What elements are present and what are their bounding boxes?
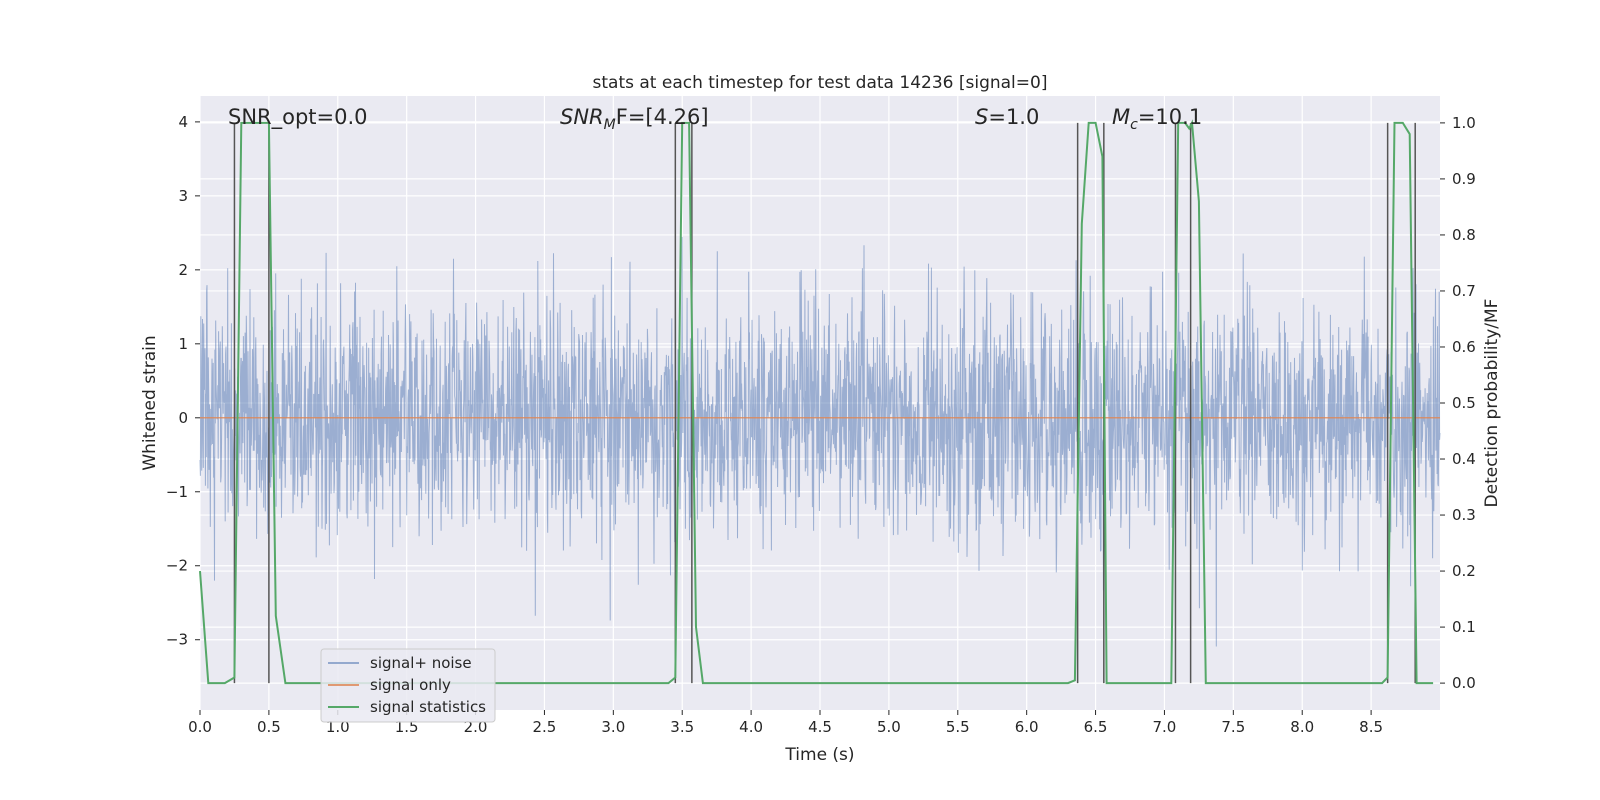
y-tick-label: 2 — [178, 261, 188, 279]
x-tick-label: 2.5 — [533, 718, 557, 736]
y-tick-label: −1 — [166, 483, 188, 501]
x-tick-label: 0.5 — [257, 718, 281, 736]
x-tick-label: 7.5 — [1221, 718, 1245, 736]
x-axis-label: Time (s) — [784, 745, 854, 765]
y2-tick-label: 0.2 — [1452, 562, 1476, 580]
signal-statistics-line — [199, 119, 1434, 685]
legend-label-signal-statistics: signal statistics — [370, 698, 486, 716]
x-tick-label: 5.5 — [946, 718, 970, 736]
y2-tick-label: 0.1 — [1452, 618, 1476, 636]
y2-axis-label: Detection probability/MF — [1482, 299, 1502, 508]
y2-tick-label: 0.8 — [1452, 226, 1476, 244]
y2-tick-label: 0.5 — [1452, 394, 1476, 412]
x-tick-label: 5.0 — [877, 718, 901, 736]
y2-tick-label: 0.6 — [1452, 338, 1476, 356]
y2-tick-label: 0.3 — [1452, 506, 1476, 524]
x-tick-label: 8.5 — [1359, 718, 1383, 736]
annotation-s: S=1.0 — [975, 105, 1039, 129]
legend-box — [320, 648, 496, 723]
legend-label-signal-plus-noise: signal+ noise — [370, 654, 472, 672]
noise-trace — [199, 236, 1441, 647]
annotation-mc: Mc=10.1 — [1112, 105, 1202, 133]
x-tick-label: 4.0 — [739, 718, 763, 736]
y-tick-label: 1 — [178, 335, 188, 353]
annotation-snr-mf: SNRMF=[4.26] — [560, 105, 709, 133]
x-tick-label: 3.0 — [601, 718, 625, 736]
y-tick-label: 4 — [178, 113, 188, 131]
x-tick-label: 6.5 — [1084, 718, 1108, 736]
y2-tick-label: 1.0 — [1452, 114, 1476, 132]
annotation-snr-opt: SNR_opt=0.0 — [228, 105, 368, 130]
x-tick-label: 7.0 — [1153, 718, 1177, 736]
chart-title: stats at each timestep for test data 142… — [593, 73, 1048, 93]
y2-tick-label: 0.0 — [1452, 674, 1476, 692]
y-tick-label: −3 — [166, 631, 188, 649]
x-tick-label: 6.0 — [1015, 718, 1039, 736]
y2-tick-label: 0.4 — [1452, 450, 1476, 468]
y-axis-ticks: −3 −2 −1 0 1 2 3 4 — [166, 113, 200, 649]
series-signal-plus-noise — [199, 236, 1441, 647]
x-tick-label: 8.0 — [1290, 718, 1314, 736]
y-tick-label: 3 — [178, 187, 188, 205]
y2-tick-label: 0.7 — [1452, 282, 1476, 300]
y2-tick-label: 0.9 — [1452, 170, 1476, 188]
series-signal-statistics — [199, 119, 1434, 685]
y-tick-label: −2 — [166, 557, 188, 575]
legend-label-signal-only: signal only — [370, 676, 451, 694]
x-tick-label: 0.0 — [188, 718, 212, 736]
legend: signal+ noise signal only signal statist… — [320, 648, 496, 723]
y2-axis-ticks: 0.0 0.1 0.2 0.3 0.4 0.5 0.6 0.7 0.8 0.9 1.0 — [1440, 114, 1476, 692]
x-tick-label: 4.5 — [808, 718, 832, 736]
x-tick-label: 3.5 — [670, 718, 694, 736]
y-tick-label: 0 — [178, 409, 188, 427]
y-axis-label: Whitened strain — [140, 335, 160, 470]
